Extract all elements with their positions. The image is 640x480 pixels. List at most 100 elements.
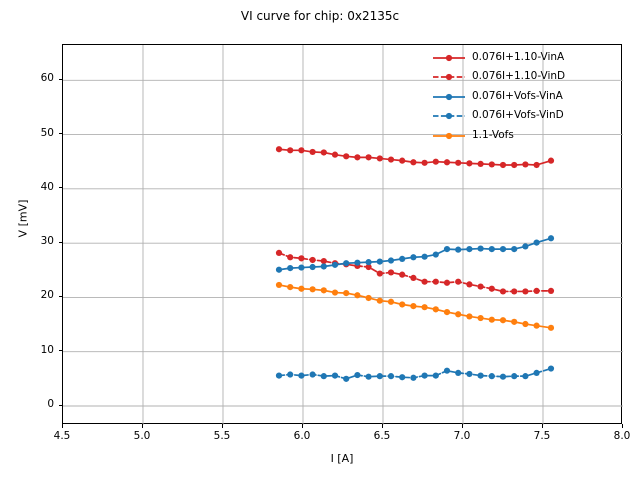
x-tick-label: 5.0 <box>133 430 151 442</box>
x-tick-label: 7.5 <box>533 430 551 442</box>
data-point-marker <box>522 288 529 295</box>
data-point-marker <box>354 371 361 379</box>
data-point-marker <box>376 373 383 380</box>
data-point-marker <box>466 160 473 167</box>
data-point-marker <box>354 259 361 266</box>
data-point-marker <box>455 278 462 285</box>
data-point-marker <box>376 155 383 162</box>
data-point-marker <box>499 373 507 380</box>
series-line-2 <box>278 237 552 271</box>
x-tick-mark <box>301 424 303 428</box>
data-point-marker <box>488 285 495 292</box>
data-point-marker <box>275 372 283 379</box>
x-tick-mark <box>221 424 223 428</box>
data-point-marker <box>488 316 495 323</box>
legend-item-1[interactable]: 0.076I+1.10-VinD <box>432 67 565 87</box>
legend-label: 1.1-Vofs <box>472 128 514 141</box>
data-point-marker <box>477 160 484 167</box>
data-point-marker <box>443 367 451 374</box>
legend: 0.076I+1.10-VinA 0.076I+1.10-VinD 0.076I+V… <box>428 45 569 147</box>
data-point-marker <box>287 147 294 154</box>
legend-item-3[interactable]: 0.076I+Vofs-VinD <box>432 106 565 126</box>
data-point-marker <box>533 161 540 169</box>
data-point-marker <box>477 372 484 379</box>
data-point-marker <box>499 246 507 253</box>
data-point-marker <box>320 263 327 270</box>
legend-label: 0.076I+Vofs-VinD <box>472 109 564 122</box>
data-point-marker <box>522 373 529 380</box>
data-point-marker <box>298 255 305 262</box>
data-point-marker <box>455 246 462 253</box>
y-tick-mark <box>58 78 62 80</box>
data-point-marker <box>421 372 428 379</box>
data-point-marker <box>354 292 361 299</box>
data-point-marker <box>511 246 518 253</box>
data-point-marker <box>387 269 395 276</box>
data-point-marker <box>547 235 555 242</box>
data-point-marker <box>466 370 473 378</box>
data-point-marker <box>477 283 484 290</box>
data-point-marker <box>488 373 495 380</box>
data-point-marker <box>511 288 518 295</box>
data-point-marker <box>399 255 406 262</box>
data-point-marker <box>410 274 417 281</box>
data-point-marker <box>376 258 383 265</box>
y-tick-mark <box>58 241 62 243</box>
data-point-marker <box>466 246 473 253</box>
data-point-marker <box>343 260 350 267</box>
data-point-marker <box>275 249 283 257</box>
data-point-marker <box>365 294 372 302</box>
legend-item-4[interactable]: 1.1-Vofs <box>432 125 565 145</box>
x-tick-mark <box>621 424 623 428</box>
data-point-marker <box>298 264 305 271</box>
x-tick-label: 5.5 <box>213 430 231 442</box>
data-point-marker <box>499 161 507 169</box>
y-axis-label: V [mV] <box>16 199 30 238</box>
data-point-marker <box>499 317 507 324</box>
data-point-marker <box>354 154 361 161</box>
data-point-marker <box>533 369 540 376</box>
legend-label: 0.076I+1.10-VinD <box>472 70 566 83</box>
data-point-marker <box>443 246 451 253</box>
data-point-marker <box>421 253 428 260</box>
y-tick-mark <box>58 295 62 298</box>
data-point-marker <box>522 161 529 168</box>
legend-item-0[interactable]: 0.076I+1.10-VinA <box>432 47 565 67</box>
y-tick-label: 40 <box>40 180 54 193</box>
y-tick-mark <box>58 404 62 406</box>
data-point-marker <box>287 254 294 261</box>
data-point-marker <box>499 288 507 295</box>
data-point-marker <box>343 153 350 160</box>
data-point-marker <box>547 287 555 295</box>
data-point-marker <box>387 373 395 380</box>
x-tick-mark <box>61 424 63 428</box>
data-point-marker <box>298 372 305 379</box>
data-point-marker <box>511 318 518 325</box>
data-point-marker <box>547 365 555 372</box>
data-point-marker <box>511 373 518 380</box>
legend-label: 0.076I+1.10-VinA <box>472 50 565 63</box>
legend-swatch-icon <box>432 108 466 122</box>
data-point-marker <box>365 259 372 266</box>
data-point-marker <box>309 148 316 156</box>
data-point-marker <box>432 251 439 258</box>
data-point-marker <box>477 245 484 252</box>
data-point-marker <box>522 243 529 250</box>
legend-item-2[interactable]: 0.076I+Vofs-VinA <box>432 86 565 106</box>
y-tick-label: 60 <box>40 72 54 85</box>
data-point-marker <box>298 147 305 154</box>
y-tick-label: 30 <box>40 235 54 248</box>
data-point-marker <box>376 270 383 277</box>
data-point-marker <box>399 374 406 381</box>
legend-swatch-icon <box>432 69 466 83</box>
data-point-marker <box>421 159 428 166</box>
y-tick-label: 10 <box>40 343 54 356</box>
data-point-marker <box>410 254 417 261</box>
data-point-marker <box>477 314 484 322</box>
data-point-marker <box>455 159 462 166</box>
y-tick-mark <box>58 133 62 135</box>
data-point-marker <box>432 158 439 165</box>
data-point-marker <box>533 239 540 246</box>
data-point-marker <box>522 320 529 328</box>
data-point-marker <box>309 286 316 293</box>
